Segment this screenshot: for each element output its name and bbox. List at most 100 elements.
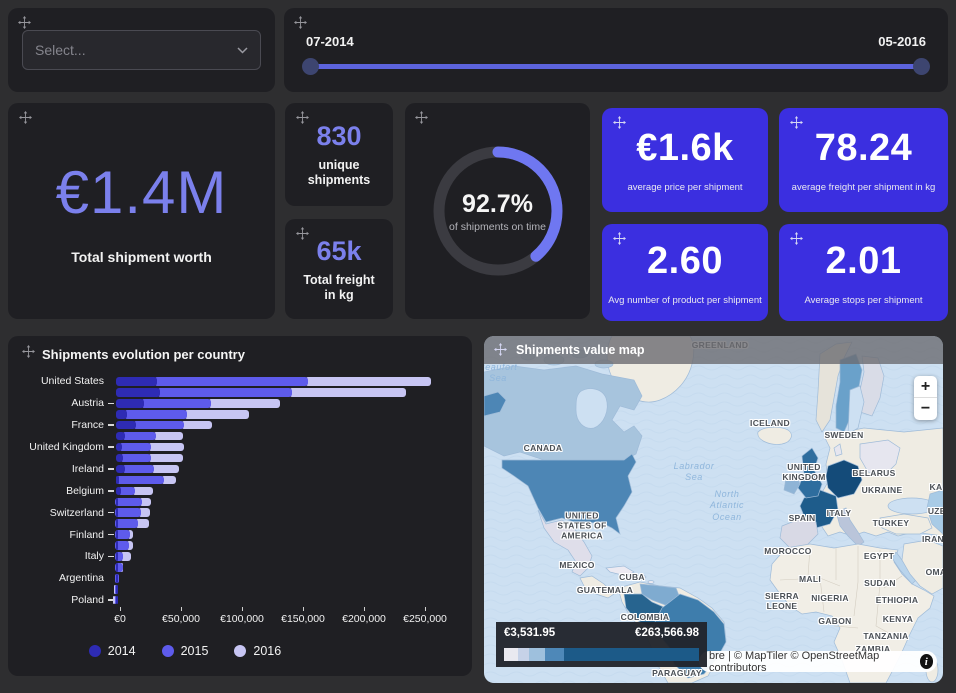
legend-min-value: €3,531.95: [504, 627, 556, 639]
bar-row: [16, 584, 464, 595]
stacked-bar[interactable]: [114, 552, 131, 561]
bar-segment-2016: [180, 420, 213, 430]
bar-row: [16, 496, 464, 507]
legend-max-value: €263,566.98: [635, 627, 699, 639]
slider-handle-start[interactable]: [302, 58, 319, 75]
bar-segment-2014: [116, 508, 118, 517]
move-handle-icon[interactable]: [22, 345, 36, 359]
kpi-avg-price: €1.6k average price per shipment: [602, 108, 768, 212]
move-handle-icon[interactable]: [295, 227, 309, 241]
stacked-bar[interactable]: [114, 574, 119, 583]
x-axis-tick: [425, 607, 426, 611]
stacked-bar[interactable]: [114, 497, 152, 507]
stacked-bar[interactable]: [114, 563, 123, 572]
stacked-bar[interactable]: [116, 475, 177, 485]
kpi-avg-stops: 2.01 Average stops per shipment: [779, 224, 948, 321]
bar-segment-2016: [137, 508, 150, 517]
legend-step: [517, 648, 530, 661]
stacked-bar[interactable]: [116, 388, 407, 397]
kpi-total-freight: 65k Total freight in kg: [285, 219, 393, 319]
bar-segment-2014: [116, 574, 118, 583]
info-icon[interactable]: i: [919, 654, 933, 669]
filter-select[interactable]: Select...: [22, 30, 261, 70]
move-handle-icon[interactable]: [494, 343, 508, 357]
y-axis-tick: [108, 402, 114, 405]
legend-item-2015[interactable]: 2015: [161, 644, 208, 658]
bar-segment-2014: [116, 530, 118, 539]
stacked-bar[interactable]: [116, 453, 184, 463]
move-handle-icon[interactable]: [18, 111, 32, 125]
kpi-avg-freight: 78.24 average freight per shipment in kg: [779, 108, 948, 212]
x-axis-tick: [364, 607, 365, 611]
move-handle-icon[interactable]: [294, 16, 308, 30]
bar-segment-2016: [150, 464, 179, 474]
bar-segment-2015: [114, 563, 123, 572]
zoom-in-button[interactable]: +: [914, 376, 937, 398]
y-axis-tick: [108, 511, 114, 514]
move-handle-icon[interactable]: [612, 232, 626, 246]
bar-row: [16, 518, 464, 529]
move-handle-icon[interactable]: [415, 111, 429, 125]
move-handle-icon[interactable]: [295, 111, 309, 125]
move-handle-icon[interactable]: [789, 116, 803, 130]
stacked-bar[interactable]: [116, 377, 431, 386]
x-axis-tick: [120, 607, 121, 611]
bar-segment-2015: [114, 595, 116, 605]
stacked-bar[interactable]: [116, 431, 184, 441]
date-range-slider[interactable]: [302, 58, 930, 75]
y-axis-tick: [108, 424, 114, 426]
kpi-label: Total shipment worth: [71, 248, 212, 265]
bar-segment-2016: [160, 475, 177, 485]
bar-segment-2014: [116, 410, 127, 419]
move-handle-icon[interactable]: [789, 232, 803, 246]
bar-row: [16, 474, 464, 485]
bar-row: Ireland: [16, 463, 464, 475]
stacked-bar[interactable]: [114, 530, 133, 539]
kpi-unique-shipments: 830 unique shipments: [285, 103, 393, 206]
donut-gauge: 92.7% of shipments on time: [424, 137, 572, 285]
kpi-value: 2.01: [825, 239, 902, 282]
bar-segment-2015: [121, 431, 156, 441]
bar-row: Argentina: [16, 572, 464, 584]
legend-item-2016[interactable]: 2016: [234, 644, 281, 658]
legend-item-2014[interactable]: 2014: [88, 644, 136, 658]
bar-segment-2016: [305, 377, 431, 386]
x-axis-label: €0: [114, 613, 126, 625]
bar-row: Switzerland: [16, 507, 464, 519]
bar-segment-2015: [114, 541, 129, 550]
stacked-bar[interactable]: [116, 464, 179, 474]
shipments-evolution-chart: Shipments evolution per country United S…: [8, 336, 472, 676]
y-axis-tick: [108, 468, 114, 470]
move-handle-icon[interactable]: [612, 116, 626, 130]
bar-row-label: United States: [40, 375, 104, 388]
stacked-bar[interactable]: [114, 508, 150, 517]
stacked-bar[interactable]: [116, 442, 185, 452]
bar-segment-2015: [120, 453, 151, 463]
stacked-bar[interactable]: [114, 541, 134, 550]
stacked-bar[interactable]: [114, 519, 149, 528]
kpi-on-time-gauge: 92.7% of shipments on time: [405, 103, 590, 319]
slider-handle-end[interactable]: [913, 58, 930, 75]
bar-row: Italy: [16, 550, 464, 562]
bar-segment-2014: [116, 563, 118, 572]
bar-row-label: France: [71, 419, 104, 432]
bar-row: [16, 453, 464, 464]
stacked-bar[interactable]: [116, 486, 153, 496]
bar-row: [16, 387, 464, 398]
stacked-bar[interactable]: [116, 399, 280, 408]
stacked-bar[interactable]: [116, 410, 250, 419]
zoom-out-button[interactable]: −: [920, 400, 931, 417]
x-axis-tick: [181, 607, 182, 611]
stacked-bar[interactable]: [116, 420, 213, 430]
bar-segment-2016: [152, 431, 184, 441]
bar-segment-2016: [138, 497, 152, 507]
bar-row: [16, 431, 464, 442]
x-axis: €0 €50,000 €100,000 €150,000 €200,000 €250,00…: [16, 607, 464, 637]
bar-row: United States: [16, 375, 464, 388]
bar-segment-2016: [134, 519, 149, 528]
bar-segment-2014: [116, 595, 118, 605]
move-handle-icon[interactable]: [18, 16, 32, 30]
bar-segment-2014: [116, 541, 118, 550]
bar-segment-2014: [116, 442, 123, 452]
